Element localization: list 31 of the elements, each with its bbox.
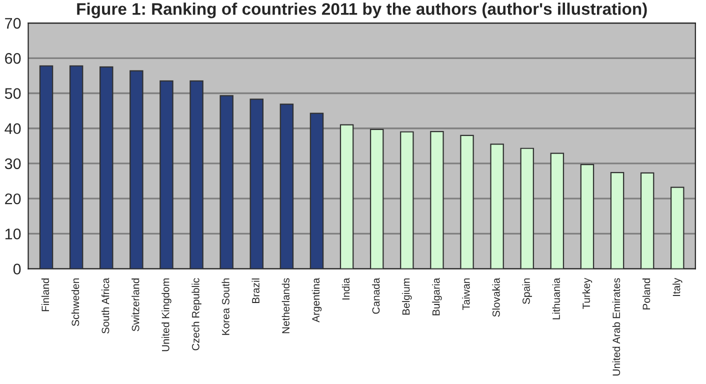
x-tick-label: Czech Republic [192,278,202,350]
y-tick-label: 20 [5,193,21,204]
x-tick-label: Taiwan [462,278,470,310]
x-tick-label: Argentina [312,278,322,322]
x-tick-label: Switzerland [132,278,140,332]
x-tick-label: India [342,278,350,300]
x-tick-label: South Africa [102,278,110,334]
x-tick-label: Schweden [71,278,80,326]
x-tick-label: Spain [522,278,532,304]
x-tick-label: Canada [372,278,380,314]
x-tick-label: Netherlands [282,278,290,334]
x-tick-label: Brazil [252,278,260,304]
y-tick-label: 60 [5,53,21,64]
y-tick-label: 50 [4,88,21,99]
chart-title: Figure 1: Ranking of countries 2011 by the authors (author's illustration) [77,2,647,18]
x-tick-label: Turkey [582,278,592,310]
x-tick-label: Poland [642,278,650,310]
y-tick-label: 30 [4,158,21,170]
x-tick-label: Korea South [222,278,230,335]
x-tick-label: Italy [672,278,682,296]
x-tick-label: United Kingdom [162,278,172,352]
x-tick-label: United Arab Emirates [612,278,620,376]
y-tick-label: 40 [4,123,21,134]
x-tick-label: Lithuania [552,278,560,320]
x-tick-label: Belgium [402,278,412,315]
x-tick-label: Finland [41,278,50,312]
y-tick-label: 10 [5,228,21,240]
y-tick-label: 70 [5,18,21,29]
y-tick-label: 0 [13,264,21,274]
x-tick-label: Bulgaria [432,278,442,316]
x-tick-label: Slovakia [492,278,500,317]
